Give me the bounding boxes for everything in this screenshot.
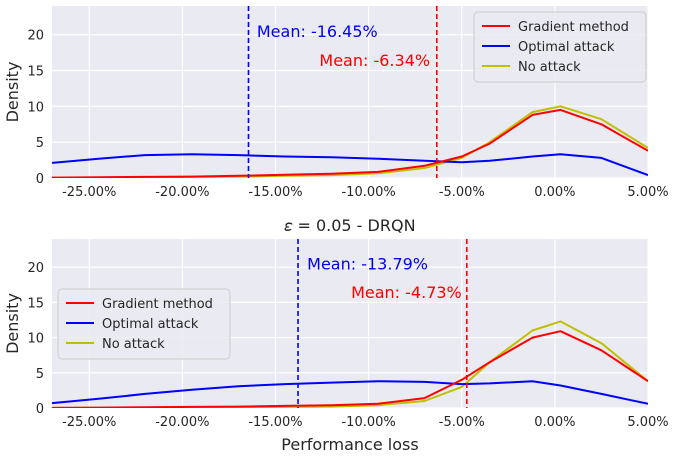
series-line-optimal-attack: [52, 380, 648, 405]
legend-label: Gradient method: [518, 20, 629, 35]
x-tick-label: -25.00%: [62, 185, 116, 200]
x-axis-label: Performance loss: [281, 435, 418, 454]
mean-annotation: Mean: -6.34%: [319, 51, 430, 70]
x-tick-label: -15.00%: [248, 185, 302, 200]
legend: Gradient method Optimal attack No attack: [57, 288, 231, 360]
x-tick-label: -25.00%: [62, 415, 116, 430]
y-tick-label: 20: [27, 29, 44, 44]
y-axis-label: Density: [3, 62, 22, 123]
legend-box: [473, 11, 647, 83]
x-tick-label: 5.00%: [627, 185, 668, 200]
mean-annotation: Mean: -13.79%: [307, 255, 428, 274]
x-tick-label: -5.00%: [439, 185, 485, 200]
x-tick-label: -5.00%: [439, 415, 485, 430]
series-line-gradient-method: [52, 330, 648, 408]
legend-box: [57, 288, 231, 360]
series-line-gradient-method: [52, 108, 648, 178]
panel-top: -25.00% -20.00% -15.00% -10.00% -5.00% 0.00% 5…: [3, 6, 669, 200]
y-tick-label: 15: [27, 296, 44, 311]
mean-annotation: Mean: -4.73%: [351, 283, 462, 302]
y-tick-label: 0: [36, 172, 44, 187]
y-tick-label: 15: [27, 65, 44, 80]
y-tick-label: 10: [27, 332, 44, 347]
x-tick-label: -10.00%: [341, 185, 395, 200]
x-tick-label: -20.00%: [155, 185, 209, 200]
series-line-optimal-attack: [52, 153, 648, 177]
legend-label: Gradient method: [102, 297, 213, 312]
x-tick-label: -10.00%: [341, 415, 395, 430]
x-tick-label: 0.00%: [534, 185, 575, 200]
y-tick-label: 0: [36, 402, 44, 417]
y-tick-label: 5: [36, 136, 44, 151]
legend-label: Optimal attack: [518, 40, 615, 55]
chart-title: 𝜀 = 0.05 - DRQN: [284, 216, 415, 235]
y-tick-label: 5: [36, 367, 44, 382]
legend-label: Optimal attack: [102, 317, 199, 332]
mean-annotation: Mean: -16.45%: [257, 22, 378, 41]
legend-label: No attack: [102, 337, 165, 352]
legend-label: No attack: [518, 60, 581, 75]
y-axis-label: Density: [3, 293, 22, 354]
y-tick-label: 10: [27, 100, 44, 115]
x-tick-label: 0.00%: [534, 415, 575, 430]
x-tick-label: -15.00%: [248, 415, 302, 430]
x-tick-label: 5.00%: [627, 415, 668, 430]
x-tick-label: -20.00%: [155, 415, 209, 430]
y-tick-label: 20: [27, 261, 44, 276]
legend: Gradient method Optimal attack No attack: [473, 11, 647, 83]
panel-bottom: -25.00% -20.00% -15.00% -10.00% -5.00% 0.00% 5…: [3, 216, 669, 454]
